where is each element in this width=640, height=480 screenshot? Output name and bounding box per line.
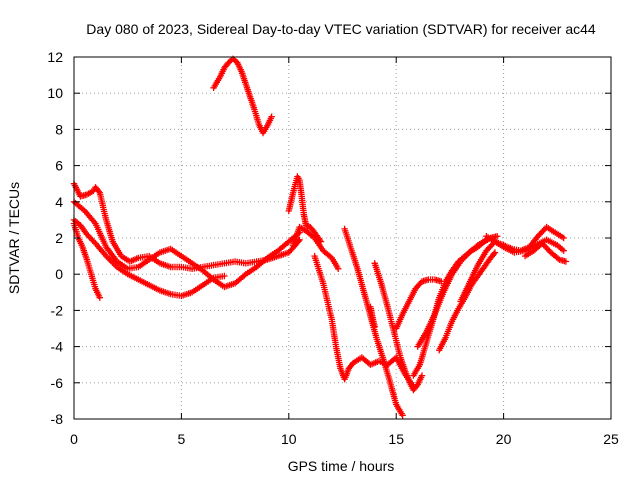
series-trace-s2: [72, 218, 226, 299]
series-s16: [483, 223, 567, 254]
y-tick-label: 6: [55, 158, 63, 174]
series-trace-s1: [71, 182, 302, 272]
x-tick-label: 5: [178, 431, 186, 447]
x-tick-labels: 0 5 10 15 20 25: [70, 431, 619, 447]
y-tick-label: 8: [55, 121, 63, 137]
x-axis-label: GPS time / hours: [288, 458, 395, 474]
x-tick-label: 15: [388, 431, 404, 447]
y-tick-label: -8: [51, 411, 64, 427]
y-tick-labels: 12 10 8 6 4 2 0 -2 -4 -6 -8: [47, 49, 63, 427]
y-tick-label: 2: [55, 230, 63, 246]
series-s4: [70, 198, 303, 291]
series-trace-s16: [484, 225, 566, 254]
series-trace-s3: [71, 222, 103, 300]
series-s14: [436, 249, 499, 354]
series-trace-s11: [393, 276, 443, 330]
series-trace-s6: [286, 175, 324, 244]
series-s13: [414, 236, 490, 350]
series-trace-s13: [415, 237, 488, 348]
series-trace-s14: [436, 250, 498, 352]
y-tick-label: -2: [51, 302, 64, 318]
grid-lines: [74, 57, 611, 419]
series-trace-s17: [523, 241, 568, 265]
series-trace-s4: [72, 199, 302, 290]
x-tick-label: 25: [603, 431, 619, 447]
y-tick-label: -4: [51, 339, 64, 355]
series-s7: [289, 223, 342, 272]
y-tick-label: 10: [47, 85, 63, 101]
series-s3: [70, 220, 103, 301]
series-s11: [393, 276, 445, 332]
series-s5: [210, 55, 275, 137]
series-trace-s7: [290, 224, 341, 271]
series-s10: [371, 260, 426, 394]
y-tick-label: 0: [55, 266, 63, 282]
axis-ticks: [73, 56, 612, 420]
series-s18: [367, 303, 378, 330]
y-axis-label: SDTVAR / TECUs: [6, 182, 22, 294]
series-s6: [285, 173, 325, 245]
series-s2: [70, 216, 228, 300]
x-tick-label: 10: [281, 431, 297, 447]
y-tick-label: 4: [55, 194, 63, 210]
y-tick-label: -6: [51, 375, 64, 391]
x-tick-label: 0: [70, 431, 78, 447]
series-layer: [70, 55, 570, 419]
x-tick-label: 20: [496, 431, 512, 447]
series-trace-s5: [211, 56, 274, 135]
series-trace-s10: [372, 262, 425, 392]
y-tick-label: 12: [47, 49, 63, 65]
series-trace-s18: [367, 305, 378, 329]
chart-title: Day 080 of 2023, Sidereal Day-to-day VTE…: [86, 21, 596, 37]
series-s17: [521, 240, 570, 265]
